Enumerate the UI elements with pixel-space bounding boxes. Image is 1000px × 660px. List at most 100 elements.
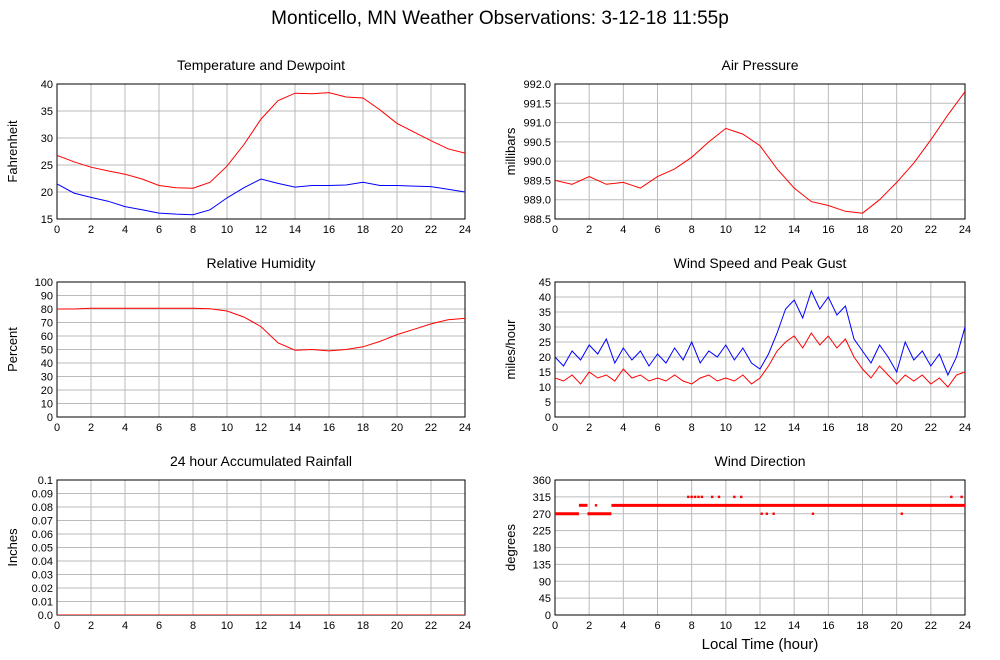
x-tick-label: 20 xyxy=(891,620,903,632)
chart-title: Wind Speed and Peak Gust xyxy=(674,255,847,271)
y-tick-label: 20 xyxy=(41,187,53,199)
y-tick-label: 35 xyxy=(539,307,551,319)
y-axis-label: Fahrenheit xyxy=(5,120,20,183)
direction-point xyxy=(693,495,697,499)
y-tick-label: 25 xyxy=(41,160,53,172)
x-tick-label: 14 xyxy=(289,620,301,632)
x-tick-label: 20 xyxy=(391,620,403,632)
y-axis-label: Inches xyxy=(5,528,20,567)
x-tick-label: 10 xyxy=(221,224,233,236)
x-tick-label: 0 xyxy=(54,224,60,236)
x-tick-label: 6 xyxy=(156,620,162,632)
x-tick-label: 16 xyxy=(822,224,834,236)
x-tick-label: 10 xyxy=(221,620,233,632)
y-axis-label: millibars xyxy=(503,127,518,175)
y-tick-label: 100 xyxy=(35,277,53,289)
x-tick-label: 14 xyxy=(289,422,301,434)
y-tick-label: 45 xyxy=(539,277,551,289)
plot-frame xyxy=(554,83,966,220)
x-tick-label: 18 xyxy=(856,224,868,236)
x-tick-label: 22 xyxy=(925,224,937,236)
y-tick-label: 0 xyxy=(545,412,551,424)
x-tick-label: 12 xyxy=(255,422,267,434)
direction-point xyxy=(760,512,763,515)
x-tick-label: 24 xyxy=(459,224,471,236)
direction-point xyxy=(697,495,700,499)
x-tick-label: 12 xyxy=(255,224,267,236)
y-tick-label: 80 xyxy=(41,304,53,316)
x-tick-label: 18 xyxy=(856,422,868,434)
x-tick-label: 20 xyxy=(891,422,903,434)
x-tick-label: 6 xyxy=(156,224,162,236)
x-tick-label: 20 xyxy=(391,224,403,236)
x-tick-label: 12 xyxy=(754,620,766,632)
x-tick-label: 18 xyxy=(357,422,369,434)
y-tick-label: 40 xyxy=(41,79,53,91)
y-tick-label: 0.05 xyxy=(32,543,53,555)
x-tick-label: 20 xyxy=(391,422,403,434)
x-tick-label: 6 xyxy=(156,422,162,434)
y-tick-label: 35 xyxy=(41,106,53,118)
y-tick-label: 0.02 xyxy=(32,583,53,595)
direction-point xyxy=(690,495,693,499)
x-tick-label: 6 xyxy=(654,224,660,236)
direction-point xyxy=(772,512,775,515)
series-line-0 xyxy=(555,289,965,377)
direction-point xyxy=(900,512,903,515)
x-tick-label: 16 xyxy=(822,422,834,434)
plot-frame xyxy=(56,281,466,418)
x-tick-label: 24 xyxy=(959,620,971,632)
x-tick-label: 16 xyxy=(323,224,335,236)
x-tick-label: 8 xyxy=(190,224,196,236)
x-tick-label: 2 xyxy=(88,422,94,434)
y-tick-label: 45 xyxy=(539,593,551,605)
y-tick-label: 0.0 xyxy=(38,610,53,622)
direction-point xyxy=(950,495,953,499)
x-tick-label: 4 xyxy=(620,620,626,632)
x-tick-label: 22 xyxy=(925,422,937,434)
x-tick-label: 8 xyxy=(190,422,196,434)
x-tick-label: 10 xyxy=(720,224,732,236)
x-tick-label: 10 xyxy=(720,422,732,434)
x-tick-label: 10 xyxy=(221,422,233,434)
x-tick-label: 4 xyxy=(122,224,128,236)
x-tick-label: 8 xyxy=(689,620,695,632)
x-tick-label: 22 xyxy=(925,620,937,632)
x-tick-label: 24 xyxy=(459,422,471,434)
chart-pressure: 0 2 4 6 8 10 12 14 16 18 20 22 24988.5989.0989.5990.… xyxy=(503,57,971,236)
y-tick-label: 40 xyxy=(41,358,53,370)
x-tick-label: 0 xyxy=(552,422,558,434)
chart-title: Relative Humidity xyxy=(207,255,316,271)
y-tick-label: 60 xyxy=(41,331,53,343)
direction-point xyxy=(765,512,769,515)
x-tick-label: 16 xyxy=(323,620,335,632)
plot-frame xyxy=(554,479,966,616)
y-axis-label: Percent xyxy=(5,327,20,372)
y-tick-label: 270 xyxy=(533,509,551,521)
y-tick-label: 989.0 xyxy=(523,195,551,207)
x-tick-label: 8 xyxy=(190,620,196,632)
direction-point xyxy=(717,495,721,499)
chart-wind: 0 2 4 6 8 10 12 14 16 18 20 22 24051015202530354045W… xyxy=(503,255,971,434)
series-line-1 xyxy=(555,332,965,388)
x-tick-label: 12 xyxy=(754,422,766,434)
y-tick-label: 989.5 xyxy=(523,175,551,187)
y-tick-label: 90 xyxy=(41,291,53,303)
y-tick-label: 30 xyxy=(539,322,551,334)
figure-title: Monticello, MN Weather Observations: 3-1… xyxy=(271,8,729,29)
chart-rain: 0 2 4 6 8 10 12 14 16 18 20 22 240.00.010.020.030.04… xyxy=(5,453,471,632)
y-tick-label: 0.01 xyxy=(32,597,53,609)
y-tick-label: 990.5 xyxy=(523,137,551,149)
direction-point xyxy=(710,495,714,499)
y-tick-label: 0.04 xyxy=(32,556,53,568)
direction-point xyxy=(700,495,704,499)
y-tick-label: 0.06 xyxy=(32,529,53,541)
x-tick-label: 14 xyxy=(788,224,800,236)
y-tick-label: 10 xyxy=(539,382,551,394)
x-tick-label: 4 xyxy=(122,620,128,632)
y-tick-label: 0 xyxy=(545,610,551,622)
y-tick-label: 0.08 xyxy=(32,502,53,514)
x-tick-label: 6 xyxy=(654,620,660,632)
